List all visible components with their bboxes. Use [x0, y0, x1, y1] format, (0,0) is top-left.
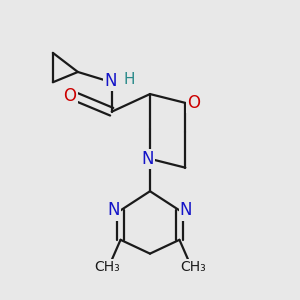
Text: O: O — [187, 94, 200, 112]
Text: N: N — [141, 150, 154, 168]
Text: N: N — [180, 201, 192, 219]
Text: N: N — [108, 201, 120, 219]
Text: N: N — [104, 72, 116, 90]
Text: O: O — [63, 86, 76, 104]
Text: H: H — [124, 72, 135, 87]
Text: CH₃: CH₃ — [180, 260, 206, 274]
Text: CH₃: CH₃ — [94, 260, 120, 274]
